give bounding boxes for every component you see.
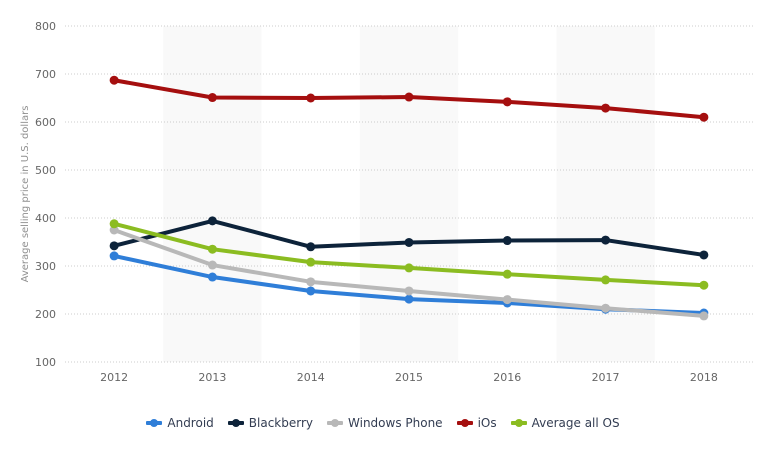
- data-point[interactable]: [502, 236, 512, 246]
- legend-label: Average all OS: [531, 416, 620, 430]
- column-band: [163, 26, 262, 362]
- data-point[interactable]: [109, 241, 119, 251]
- data-point[interactable]: [207, 216, 217, 226]
- x-tick-label: 2016: [493, 371, 521, 384]
- y-tick-label: 700: [35, 68, 56, 81]
- legend-symbol-icon: [146, 418, 163, 428]
- data-point[interactable]: [502, 269, 512, 279]
- y-tick-label: 400: [35, 212, 56, 225]
- legend-item[interactable]: Blackberry: [227, 416, 314, 430]
- data-point[interactable]: [306, 242, 316, 252]
- legend-symbol-icon: [456, 418, 473, 428]
- data-point[interactable]: [207, 260, 217, 270]
- data-point[interactable]: [109, 225, 119, 235]
- data-point[interactable]: [699, 112, 709, 122]
- legend-item[interactable]: iOs: [456, 416, 497, 430]
- x-tick-label: 2012: [100, 371, 128, 384]
- legend-symbol-icon: [327, 418, 344, 428]
- data-point[interactable]: [404, 263, 414, 273]
- data-point[interactable]: [601, 103, 611, 113]
- y-tick-label: 300: [35, 260, 56, 273]
- legend-item[interactable]: Android: [146, 416, 214, 430]
- y-axis-ticks: 100 200 300 400 500 600 700 800: [35, 20, 56, 369]
- data-point[interactable]: [207, 244, 217, 254]
- y-axis-label: Average selling price in U.S. dollars: [20, 106, 31, 283]
- y-tick-label: 200: [35, 308, 56, 321]
- data-point[interactable]: [404, 92, 414, 102]
- data-point[interactable]: [404, 237, 414, 247]
- legend: Android Blackberry Windows Phone iOs Average…: [0, 416, 766, 430]
- series-ios: [109, 75, 709, 122]
- legend-symbol-icon: [510, 418, 527, 428]
- data-point[interactable]: [207, 272, 217, 282]
- x-axis-ticks: 2012 2013 2014 2015 2016 2017 2018: [100, 371, 718, 384]
- series-blackberry: [109, 216, 709, 260]
- data-point[interactable]: [109, 219, 119, 229]
- data-point[interactable]: [109, 75, 119, 85]
- legend-item[interactable]: Windows Phone: [327, 416, 443, 430]
- data-point[interactable]: [601, 235, 611, 245]
- data-point[interactable]: [699, 250, 709, 260]
- series-average-all-os: [109, 219, 709, 290]
- x-tick-label: 2018: [690, 371, 718, 384]
- legend-symbol-icon: [227, 418, 244, 428]
- data-point[interactable]: [502, 295, 512, 305]
- legend-item[interactable]: Average all OS: [510, 416, 620, 430]
- data-point[interactable]: [404, 286, 414, 296]
- data-point[interactable]: [109, 251, 119, 261]
- data-point[interactable]: [306, 286, 316, 296]
- data-point[interactable]: [601, 303, 611, 313]
- series-windows-phone: [109, 225, 709, 321]
- legend-label: Android: [167, 416, 214, 430]
- y-tick-label: 100: [35, 356, 56, 369]
- data-point[interactable]: [502, 97, 512, 107]
- gridlines: [65, 25, 753, 363]
- data-point[interactable]: [699, 280, 709, 290]
- alternate-column-bands: [163, 26, 655, 362]
- data-point[interactable]: [306, 93, 316, 103]
- data-point[interactable]: [207, 93, 217, 103]
- x-tick-label: 2014: [297, 371, 325, 384]
- legend-label: iOs: [477, 416, 497, 430]
- x-tick-label: 2013: [198, 371, 226, 384]
- data-point[interactable]: [699, 311, 709, 321]
- data-point[interactable]: [306, 257, 316, 267]
- legend-label: Windows Phone: [348, 416, 443, 430]
- y-tick-label: 800: [35, 20, 56, 33]
- series-lines: [109, 75, 709, 321]
- data-point[interactable]: [601, 275, 611, 285]
- y-tick-label: 600: [35, 116, 56, 129]
- data-point[interactable]: [404, 294, 414, 304]
- x-tick-label: 2015: [395, 371, 423, 384]
- y-tick-label: 500: [35, 164, 56, 177]
- column-band: [359, 26, 459, 362]
- data-point[interactable]: [306, 277, 316, 287]
- x-tick-label: 2017: [592, 371, 620, 384]
- legend-label: Blackberry: [248, 416, 314, 430]
